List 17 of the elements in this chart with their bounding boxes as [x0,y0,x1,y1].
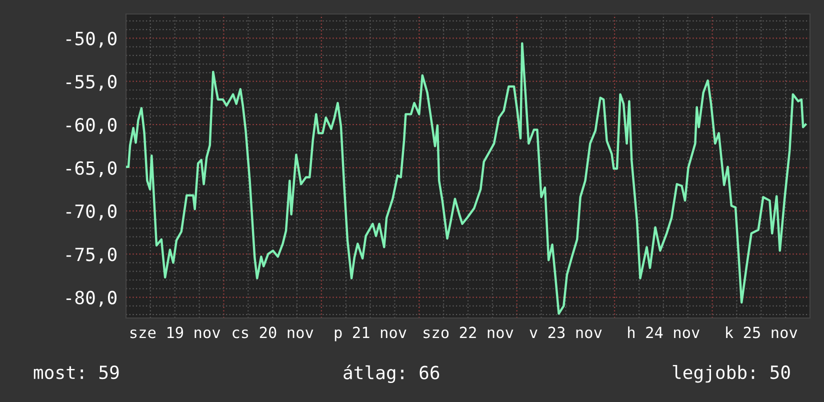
text: átlag: 66 [344,364,440,384]
x-tick-label: p 21 nov [334,326,406,342]
y-tick-label: -65,0 [66,161,116,178]
y-tick-label: -75,0 [66,248,116,264]
y-tick-label: -55,0 [66,74,116,91]
text: legjobb: 50 [672,365,790,383]
x-tick-label: k 25 nov [726,326,798,338]
x-tick-label: v 23 nov [530,326,602,338]
text: most: 59 [34,365,119,380]
x-tick-label: h 24 nov [628,326,700,338]
y-tick-label: -60,0 [66,118,116,134]
y-tick-label: -70,0 [66,204,116,220]
y-tick-label: -50,0 [66,32,116,48]
x-tick-label: szo 22 nov [424,326,514,338]
x-tick-label: sze 19 nov [130,326,220,338]
y-tick-label: -80,0 [66,290,116,307]
x-tick-label: cs 20 nov [232,326,314,338]
